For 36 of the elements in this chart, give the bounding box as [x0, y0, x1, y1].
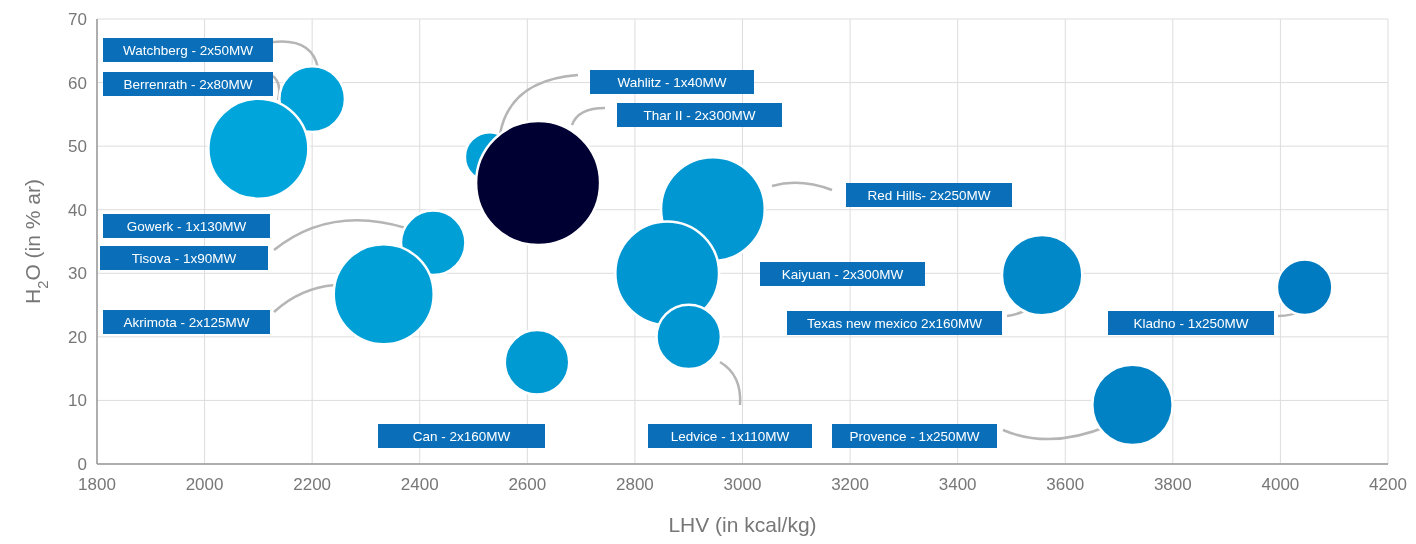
- annotation: Berrenrath - 2x80MW: [123, 76, 253, 92]
- x-tick-label: 2200: [293, 475, 332, 494]
- annotation: Provence - 1x250MW: [849, 428, 980, 444]
- x-tick-label: 2000: [185, 475, 224, 494]
- x-tick-label: 4000: [1261, 475, 1300, 494]
- y-tick-label: 30: [68, 264, 87, 284]
- x-tick-label: 1800: [78, 475, 116, 494]
- y-tick-label: 10: [68, 391, 87, 411]
- annotation: Wahlitz - 1x40MW: [617, 74, 727, 90]
- y-tick-label: 0: [77, 454, 87, 474]
- x-tick-label: 3200: [831, 475, 869, 494]
- annotation: Ledvice - 1x110MW: [670, 428, 790, 444]
- annotation: Kaiyuan - 2x300MW: [781, 266, 904, 282]
- annotation: Thar II - 2x300MW: [643, 107, 756, 123]
- x-tick-label: 2600: [508, 475, 547, 494]
- y-tick-label: 70: [68, 9, 87, 29]
- x-tick-label: 2800: [616, 475, 654, 494]
- y-tick-label: 50: [68, 137, 87, 157]
- x-axis-title: LHV (in kcal/kg): [668, 513, 817, 536]
- x-tick-label: 3800: [1153, 475, 1192, 494]
- annotation: Texas new mexico 2x160MW: [807, 315, 983, 331]
- annotation: Watchberg - 2x50MW: [122, 42, 254, 58]
- x-tick-label: 2400: [400, 475, 439, 494]
- y-tick-label: 60: [68, 73, 87, 93]
- annotation: Can - 2x160MW: [412, 428, 511, 444]
- annotation: Red Hills- 2x250MW: [867, 187, 991, 203]
- annotation: Gowerk - 1x130MW: [126, 218, 247, 234]
- annotation: Kladno - 1x250MW: [1133, 315, 1249, 331]
- annotation: Tisova - 1x90MW: [131, 250, 237, 266]
- annotation: Akrimota - 2x125MW: [123, 314, 250, 330]
- x-tick-label: 3400: [938, 475, 977, 494]
- y-tick-label: 40: [68, 200, 87, 220]
- y-tick-label: 20: [68, 327, 87, 347]
- x-tick-label: 3000: [723, 475, 762, 494]
- x-tick-label: 3600: [1046, 475, 1085, 494]
- x-tick-label: 4200: [1369, 475, 1407, 494]
